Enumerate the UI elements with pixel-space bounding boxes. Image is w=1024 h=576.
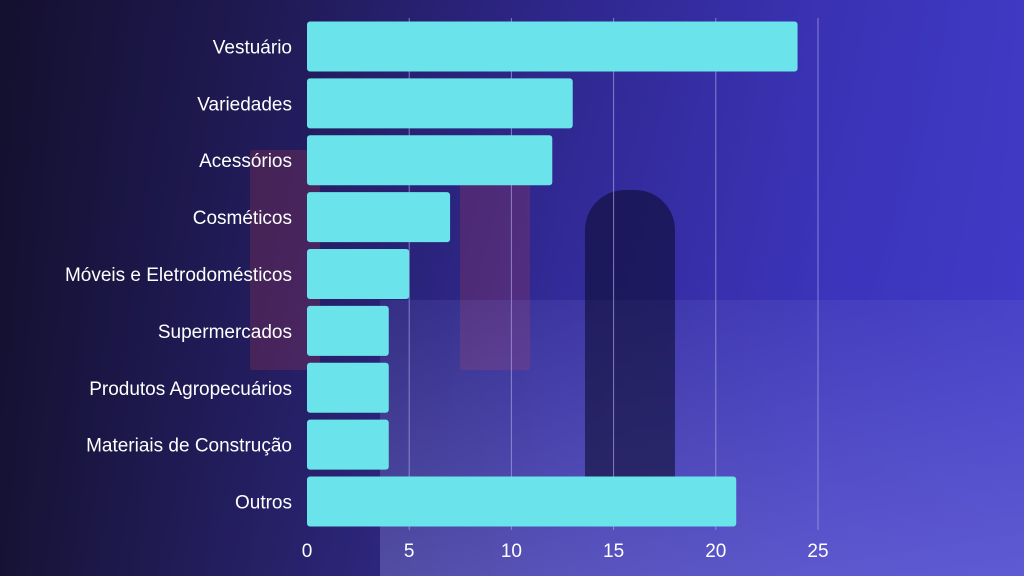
shopper-silhouette <box>585 190 675 520</box>
bar <box>307 362 389 413</box>
category-label: Cosméticos <box>193 208 292 229</box>
mall-floor-shape <box>380 300 1024 576</box>
category-label: Materiais de Construção <box>86 436 292 457</box>
category-label: Produtos Agropecuários <box>89 379 292 400</box>
category-labels: Vestuário Variedades Acessórios Cosméticos M… <box>65 37 292 513</box>
bar <box>307 419 389 470</box>
bar <box>307 249 410 299</box>
x-tick-label: 10 <box>501 541 522 562</box>
category-label: Acessórios <box>199 151 292 172</box>
category-label: Outros <box>235 493 292 514</box>
bar <box>307 21 798 72</box>
x-tick-label: 15 <box>603 541 624 562</box>
x-tick-label: 5 <box>404 541 415 562</box>
category-label: Vestuário <box>213 37 292 58</box>
storefront-shape <box>460 150 530 370</box>
bar <box>307 135 553 186</box>
x-tick-label: 25 <box>807 541 828 562</box>
bar <box>307 476 737 527</box>
category-label: Móveis e Eletrodomésticos <box>65 265 292 286</box>
x-tick-label: 0 <box>302 541 313 562</box>
x-tick-labels: 0 5 10 15 20 25 <box>302 541 829 562</box>
bar <box>307 305 389 356</box>
category-label: Variedades <box>197 94 292 115</box>
bars <box>307 21 798 527</box>
category-label: Supermercados <box>158 322 292 343</box>
bar <box>307 192 451 243</box>
bar <box>307 78 573 129</box>
x-tick-label: 20 <box>705 541 726 562</box>
